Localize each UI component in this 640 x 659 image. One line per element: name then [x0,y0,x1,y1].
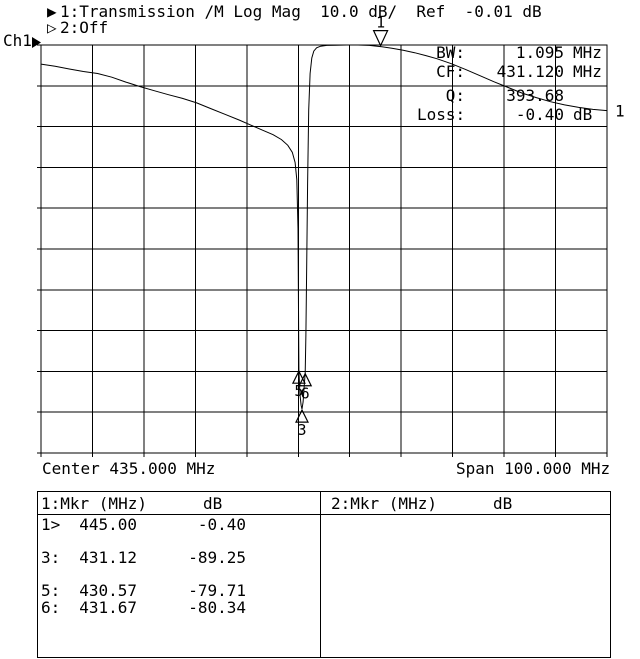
marker-row-id: 6: [41,598,61,617]
marker-row-db: -89.25 [188,548,246,567]
marker-row-db: -80.34 [188,598,246,617]
marker-1-icon [372,29,389,48]
marker-3-icon [295,408,309,423]
readout-label: CF: [436,62,465,81]
channel-ref-pointer-icon [32,37,41,48]
readout-unit: dB [573,105,593,124]
marker-table-row: 5: 430.57 -79.71 [41,583,317,599]
marker-row-frequency: 431.12 [79,548,137,567]
readout-value: 393.68 [506,86,564,105]
marker-table-2-rows [331,492,607,657]
marker-row-id: 5: [41,581,61,600]
marker-row-frequency: 431.67 [79,598,137,617]
readout-unit: MHz [573,62,602,81]
readout-unit: MHz [573,43,602,62]
marker-table-1-title: 1:Mkr (MHz) [41,494,147,513]
readout-label: Loss: [417,105,466,124]
marker-table-row: 3: 431.12 -89.25 [41,550,317,566]
readout-label: Q: [445,86,465,105]
trace-end-number: 1 [615,102,625,121]
trace1-definition: 1:Transmission /M Log Mag 10.0 dB/ Ref -… [60,2,542,21]
marker-row-id: 3: [41,548,61,567]
marker-table-1-unit-header: dB [203,494,223,513]
center-frequency-label: Center 435.000 MHz [42,459,216,478]
marker-5-icon [291,369,306,384]
marker-6-label: 6 [301,385,310,403]
marker-table-2-unit-header: dB [493,494,513,513]
marker-6-icon [298,372,313,387]
marker-5-label: 5 [294,382,303,400]
readout-label: BW: [436,43,465,62]
marker-table-2-title: 2:Mkr (MHz) [331,494,437,513]
marker-table-header-underline [38,514,610,515]
marker-table-divider [320,492,321,657]
marker-table: 1:Mkr (MHz) dB 1> 445.00 -0.40 3: 431.12 -89.… [37,491,611,658]
marker-table-1-rows: 1> 445.00 -0.40 3: 431.12 -89.25 5: 430.57 -79.7… [41,492,317,657]
readout-value: 1.095 [515,43,564,62]
trace1-active-indicator-icon: ▶ [47,2,57,21]
trace2-indicator-icon: ▷ [47,18,57,37]
span-label: Span 100.000 MHz [456,459,611,478]
channel-label: Ch1 [3,31,32,50]
marker-table-row: 6: 431.67 -80.34 [41,600,317,616]
readout-value: -0.40 [515,105,564,124]
marker-row-frequency: 445.00 [79,515,137,534]
marker-table-row: 1> 445.00 -0.40 [41,517,317,533]
marker-row-frequency: 430.57 [79,581,137,600]
marker-3-label: 3 [298,421,307,439]
readout-value: 431.120 [496,62,564,81]
trace2-definition: 2:Off [60,18,109,37]
marker-row-db: -0.40 [197,515,246,534]
marker-row-id: 1> [41,515,61,534]
marker-row-db: -79.71 [188,581,246,600]
